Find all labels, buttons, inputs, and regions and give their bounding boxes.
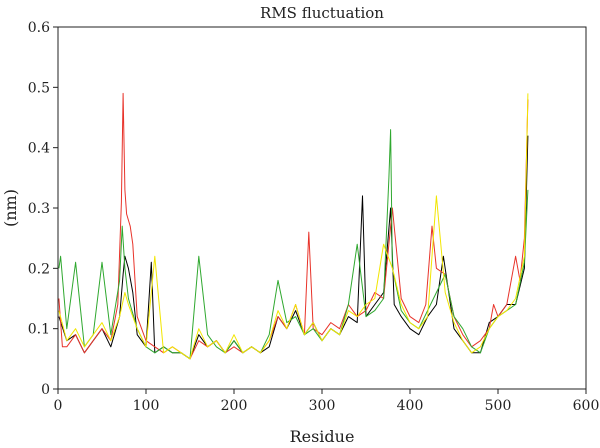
x-tick-label: 0 [54,398,63,414]
y-tick-label: 0.1 [28,322,50,338]
y-tick-label: 0.5 [28,80,50,96]
series-line-4 [58,93,529,360]
y-tick-label: 0 [41,382,50,398]
series-line-1 [58,135,529,360]
x-axis-label: Residue [290,427,355,446]
y-tick-label: 0.3 [28,201,50,217]
x-tick-label: 400 [397,398,424,414]
y-axis-label: (nm) [1,189,20,227]
x-tick-label: 200 [221,398,248,414]
y-tick-label: 0.4 [28,141,50,157]
chart-title: RMS fluctuation [260,4,384,22]
y-tick-label: 0.2 [28,261,50,277]
x-tick-label: 600 [573,398,600,414]
x-tick-label: 500 [485,398,512,414]
y-tick-label: 0.6 [28,20,50,36]
y-axis: 0 0.1 0.2 0.3 0.4 0.5 0.6 [28,20,58,398]
x-tick-label: 300 [309,398,336,414]
series-line-3 [58,129,529,360]
x-axis: 0 100 200 300 400 500 600 [54,389,600,414]
series-lines [58,92,529,360]
x-tick-label: 100 [133,398,160,414]
series-line-2 [58,92,529,360]
